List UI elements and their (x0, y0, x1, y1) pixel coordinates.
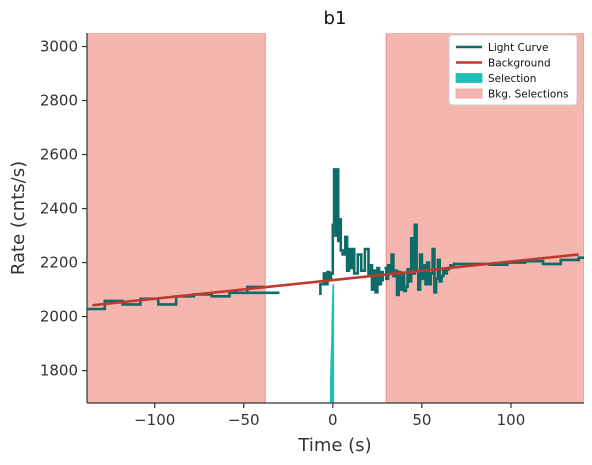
chart-title: b1 (324, 8, 347, 29)
x-axis-ticks: −100 −50 0 50 100 (134, 403, 525, 429)
light-curve-segment-5 (452, 256, 584, 267)
legend-label-3: Selection (488, 73, 536, 85)
background-fit-line (92, 253, 579, 307)
y-tick-label: 3000 (40, 38, 78, 56)
x-tick-label: 50 (412, 411, 431, 429)
legend-label-1: Light Curve (488, 42, 549, 54)
legend-label-4: Bkg. Selections (488, 89, 568, 101)
legend-box (448, 34, 578, 106)
y-axis-ticks: 1800 2000 2200 2400 2600 2800 3000 (40, 38, 87, 380)
y-tick-label: 1800 (40, 362, 78, 380)
selection-region (329, 284, 335, 403)
y-tick-label: 2200 (40, 254, 78, 272)
y-tick-label: 2400 (40, 200, 78, 218)
light-curve-segment-4 (384, 223, 453, 297)
x-tick-label: −100 (134, 411, 175, 429)
x-tick-label: −50 (228, 411, 260, 429)
y-tick-label: 2800 (40, 92, 78, 110)
legend-swatch-4 (455, 88, 483, 99)
y-axis-label: Rate (cnts/s) (8, 161, 29, 275)
legend-label-2: Background (488, 58, 551, 70)
y-tick-label: 2000 (40, 308, 78, 326)
light-curve-segment-3 (319, 168, 385, 295)
legend-swatch-3 (455, 73, 483, 83)
selection-layer (329, 284, 335, 403)
y-tick-label: 2600 (40, 146, 78, 164)
x-axis-label: Time (s) (297, 435, 371, 456)
background-line-layer (92, 253, 579, 307)
x-tick-label: 0 (328, 411, 338, 429)
x-tick-label: 100 (497, 411, 526, 429)
legend: Light Curve Background Selection Bkg. Selec… (448, 34, 578, 106)
bkg-selection-region-1 (87, 33, 266, 403)
